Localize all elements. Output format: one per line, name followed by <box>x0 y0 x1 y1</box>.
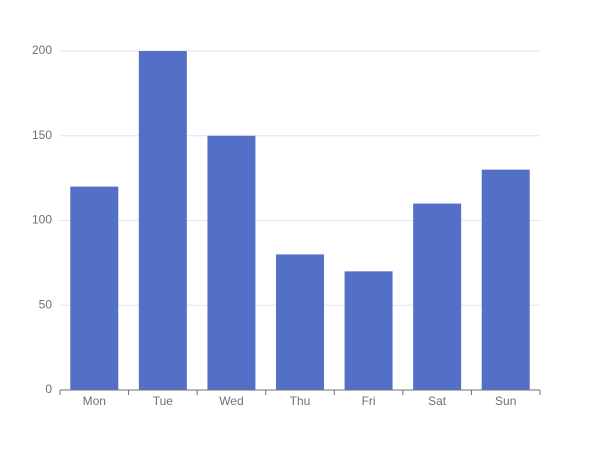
x-tick-label: Wed <box>219 394 243 408</box>
bar <box>276 254 324 390</box>
x-tick-label: Sun <box>495 394 516 408</box>
bar <box>207 135 256 390</box>
x-tick-label: Sat <box>428 394 447 408</box>
x-tick-label: Tue <box>153 394 174 408</box>
bar <box>138 51 187 390</box>
bar <box>344 271 393 390</box>
bar <box>481 169 530 390</box>
x-tick-label: Mon <box>83 394 106 408</box>
y-tick-label: 100 <box>32 213 52 227</box>
bar <box>70 186 119 390</box>
y-tick-label: 0 <box>45 382 52 396</box>
x-tick-label: Fri <box>362 394 376 408</box>
y-tick-label: 200 <box>32 43 52 57</box>
bar <box>413 203 462 390</box>
y-tick-label: 50 <box>39 297 53 311</box>
y-tick-label: 150 <box>32 128 52 142</box>
x-tick-label: Thu <box>290 394 311 408</box>
